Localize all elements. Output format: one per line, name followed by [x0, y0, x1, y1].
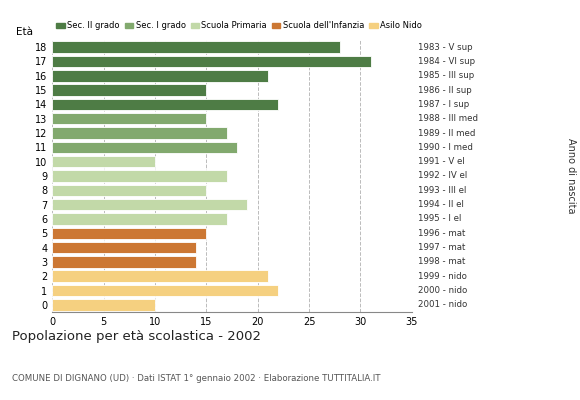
- Bar: [52, 199, 248, 210]
- Text: 1986 - II sup: 1986 - II sup: [418, 86, 472, 95]
- Text: 1987 - I sup: 1987 - I sup: [418, 100, 469, 109]
- Bar: [52, 84, 206, 96]
- Text: 2000 - nido: 2000 - nido: [418, 286, 467, 295]
- Legend: Sec. II grado, Sec. I grado, Scuola Primaria, Scuola dell'Infanzia, Asilo Nido: Sec. II grado, Sec. I grado, Scuola Prim…: [56, 21, 422, 30]
- Bar: [52, 242, 196, 253]
- Text: Anno di nascita: Anno di nascita: [566, 138, 577, 214]
- Bar: [52, 184, 206, 196]
- Bar: [52, 70, 268, 82]
- Text: 1994 - II el: 1994 - II el: [418, 200, 463, 209]
- Bar: [52, 99, 278, 110]
- Bar: [52, 156, 155, 168]
- Text: 1998 - mat: 1998 - mat: [418, 257, 465, 266]
- Text: 1988 - III med: 1988 - III med: [418, 114, 477, 123]
- Bar: [52, 285, 278, 296]
- Text: 1984 - VI sup: 1984 - VI sup: [418, 57, 474, 66]
- Text: 1995 - I el: 1995 - I el: [418, 214, 461, 224]
- Bar: [52, 142, 237, 153]
- Bar: [52, 228, 206, 239]
- Text: 1985 - III sup: 1985 - III sup: [418, 71, 474, 80]
- Text: 1989 - II med: 1989 - II med: [418, 128, 475, 138]
- Text: 1991 - V el: 1991 - V el: [418, 157, 465, 166]
- Bar: [52, 213, 227, 225]
- Bar: [52, 113, 206, 124]
- Text: COMUNE DI DIGNANO (UD) · Dati ISTAT 1° gennaio 2002 · Elaborazione TUTTITALIA.IT: COMUNE DI DIGNANO (UD) · Dati ISTAT 1° g…: [12, 374, 380, 383]
- Bar: [52, 170, 227, 182]
- Bar: [52, 56, 371, 67]
- Text: 2001 - nido: 2001 - nido: [418, 300, 467, 309]
- Text: 1983 - V sup: 1983 - V sup: [418, 43, 472, 52]
- Text: 1992 - IV el: 1992 - IV el: [418, 172, 467, 180]
- Bar: [52, 299, 155, 310]
- Text: 1993 - III el: 1993 - III el: [418, 186, 466, 195]
- Text: 1997 - mat: 1997 - mat: [418, 243, 465, 252]
- Text: 1999 - nido: 1999 - nido: [418, 272, 466, 281]
- Text: 1990 - I med: 1990 - I med: [418, 143, 473, 152]
- Bar: [52, 42, 340, 53]
- Text: 1996 - mat: 1996 - mat: [418, 229, 465, 238]
- Text: Popolazione per età scolastica - 2002: Popolazione per età scolastica - 2002: [12, 330, 260, 343]
- Bar: [52, 270, 268, 282]
- Text: Età: Età: [16, 27, 33, 37]
- Bar: [52, 127, 227, 139]
- Bar: [52, 256, 196, 268]
